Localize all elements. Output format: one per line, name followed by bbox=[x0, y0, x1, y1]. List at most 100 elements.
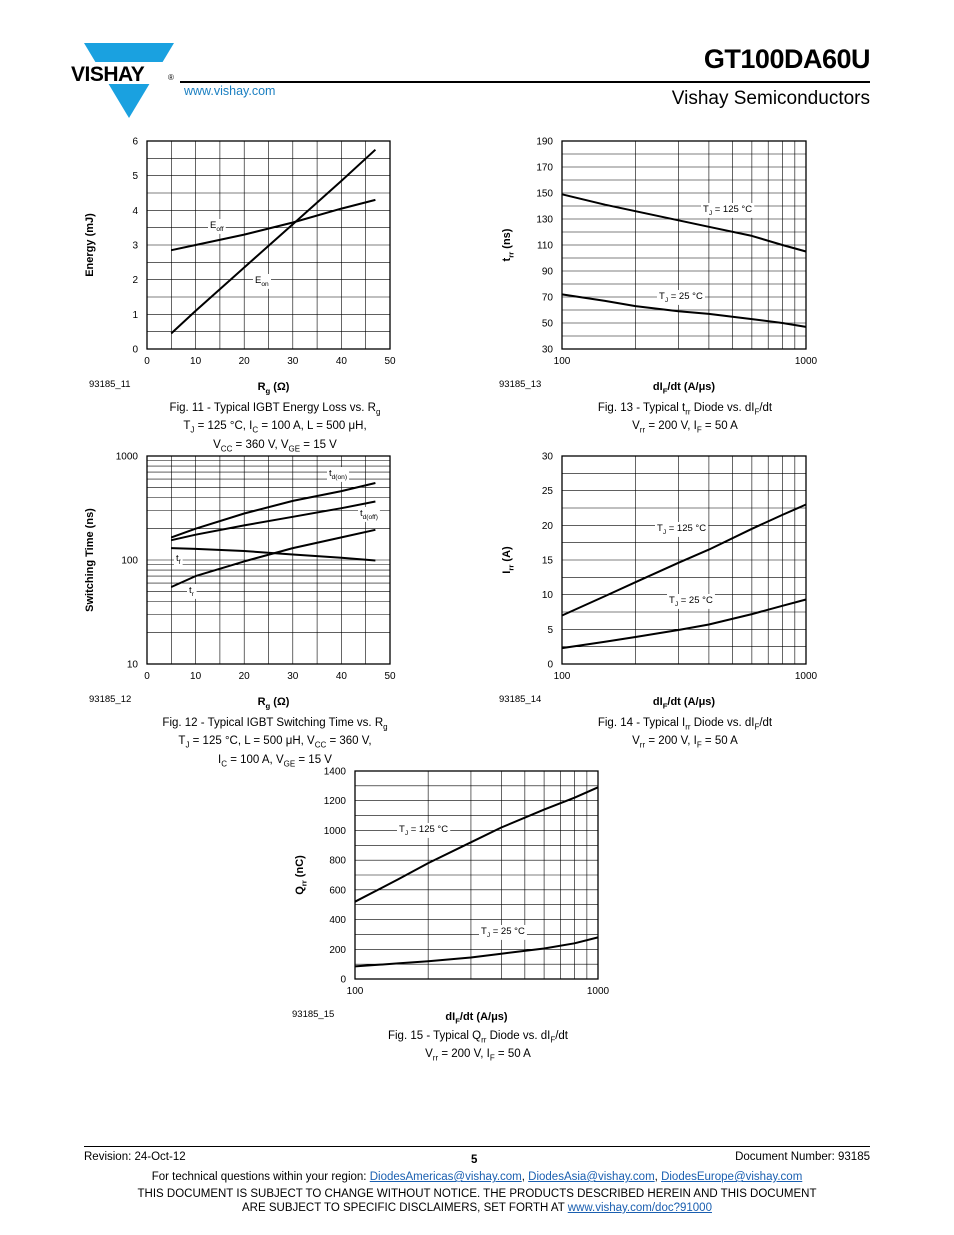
y-tick-label: 30 bbox=[542, 452, 554, 463]
email-europe-link[interactable]: DiodesEurope@vishay.com bbox=[661, 1171, 803, 1183]
caption-fig14-line2: Vrr = 200 V, IF = 50 A bbox=[632, 735, 738, 750]
caption-fig11-line3: VCC = 360 V, VGE = 15 V bbox=[213, 438, 337, 453]
series-label-0-fig14: TJ​ = 125 °C bbox=[657, 523, 706, 536]
y-tick-label: 2 bbox=[132, 275, 138, 286]
y-tick-label: 70 bbox=[542, 293, 554, 304]
y-tick-label: 3 bbox=[132, 241, 138, 252]
y-tick-label: 25 bbox=[542, 486, 554, 497]
chart-fig15: 100 1000 0 200 400 600 800 1000 1200 1400 dIF​/dt … bbox=[292, 767, 610, 1026]
series-label-0-fig12: td(on)​ bbox=[329, 468, 347, 481]
series-label-bg bbox=[701, 203, 755, 218]
y-tick-label: 50 bbox=[542, 319, 554, 330]
series-label-1-fig14: TJ​ = 25 °C bbox=[669, 595, 713, 608]
footer-contact: For technical questions within your regi… bbox=[151, 1171, 803, 1183]
y-axis-label: Irr​ (A) bbox=[501, 546, 515, 574]
x-tick-label: 30 bbox=[287, 356, 299, 367]
x-tick-label: 10 bbox=[190, 356, 202, 367]
x-tick-label: 20 bbox=[239, 356, 251, 367]
footer-disclaimer-prefix: ARE SUBJECT TO SPECIFIC DISCLAIMERS, SET… bbox=[242, 1202, 568, 1214]
caption-fig12: Fig. 12 - Typical IGBT Switching Time vs… bbox=[105, 716, 445, 771]
y-tick-label: 0 bbox=[132, 345, 138, 356]
plot-frame-fig14 bbox=[561, 455, 807, 665]
y-tick-label: 1200 bbox=[324, 796, 347, 807]
series-label-3-fig12: tr​ bbox=[189, 585, 195, 598]
x-tick-label: 40 bbox=[336, 671, 348, 682]
series-label-1-fig15: TJ​ = 25 °C bbox=[481, 926, 525, 939]
y-tick-label: 15 bbox=[542, 556, 554, 567]
vishay-logo: VISHAY ® bbox=[70, 38, 180, 125]
series-label-bg bbox=[327, 467, 350, 482]
x-axis-label: dIF​/dt (A/μs) bbox=[445, 1011, 507, 1025]
email-asia-link[interactable]: DiodesAsia@vishay.com bbox=[528, 1171, 655, 1183]
website-link[interactable]: www.vishay.com bbox=[184, 84, 276, 98]
x-tick-label: 0 bbox=[144, 356, 150, 367]
y-tick-label: 5 bbox=[547, 625, 553, 636]
footer-page-number: 5 bbox=[471, 1154, 478, 1166]
footer-disclaimer-line1: THIS DOCUMENT IS SUBJECT TO CHANGE WITHO… bbox=[137, 1188, 817, 1200]
plot-frame-fig11 bbox=[146, 140, 391, 350]
x-axis-label: dIF​/dt (A/μs) bbox=[653, 381, 715, 395]
y-axis-label: Qrr​ (nC) bbox=[294, 855, 308, 895]
logo-wordmark: VISHAY bbox=[71, 63, 145, 86]
caption-fig13-line1: Fig. 13 - Typical trr Diode vs. dIF/dt bbox=[597, 402, 773, 417]
figure-id-fig15: 93185_15 bbox=[292, 1009, 334, 1020]
caption-fig12-line1: Fig. 12 - Typical IGBT Switching Time vs… bbox=[162, 717, 388, 732]
y-tick-label: 1 bbox=[132, 310, 138, 321]
series-line-1-fig13 bbox=[561, 293, 807, 328]
plot-frame-fig12 bbox=[146, 455, 391, 665]
caption-fig14: Fig. 14 - Typical Irr Diode vs. dIF/dt V… bbox=[520, 716, 850, 753]
header-rule bbox=[180, 81, 870, 83]
y-tick-label: 1000 bbox=[116, 452, 139, 463]
chart-fig14: 100 1000 0 5 10 15 20 25 30 dIF​/dt (A/μs) Irr​ (A… bbox=[499, 452, 818, 711]
y-tick-label: 6 bbox=[132, 137, 138, 148]
caption-fig11-line1: Fig. 11 - Typical IGBT Energy Loss vs. R… bbox=[169, 402, 381, 417]
email-americas-link[interactable]: DiodesAmericas@vishay.com bbox=[369, 1171, 522, 1183]
series-label-1-fig13: TJ​ = 25 °C bbox=[659, 291, 703, 304]
series-line-3-fig12 bbox=[170, 528, 376, 588]
y-tick-label: 800 bbox=[329, 856, 346, 867]
y-tick-label: 10 bbox=[127, 660, 139, 671]
x-axis-label: dIF​/dt (A/μs) bbox=[653, 696, 715, 710]
footer-revision: Revision: 24-Oct-12 bbox=[84, 1151, 186, 1163]
caption-fig15-line1: Fig. 15 - Typical Qrr Diode vs. dIF/dt bbox=[387, 1030, 569, 1045]
y-tick-label: 110 bbox=[537, 241, 553, 252]
x-tick-label: 0 bbox=[144, 671, 150, 682]
series-label-bg bbox=[655, 522, 709, 537]
series-line-0-fig12 bbox=[170, 482, 376, 539]
x-tick-label: 1000 bbox=[587, 986, 610, 997]
y-tick-label: 1400 bbox=[324, 767, 347, 778]
x-axis-label: Rg​ (Ω) bbox=[258, 381, 290, 395]
x-tick-label: 20 bbox=[239, 671, 251, 682]
caption-fig13-line2: Vrr = 200 V, IF = 50 A bbox=[632, 420, 738, 435]
y-tick-label: 10 bbox=[542, 590, 554, 601]
company-subtitle: Vishay Semiconductors bbox=[671, 88, 870, 109]
disclaimer-link[interactable]: www.vishay.com/doc?91000 bbox=[567, 1202, 712, 1214]
plot-frame-fig15 bbox=[354, 770, 599, 980]
y-tick-label: 100 bbox=[121, 556, 138, 567]
y-tick-label: 200 bbox=[329, 945, 346, 956]
y-tick-label: 150 bbox=[536, 189, 553, 200]
caption-fig14-line1: Fig. 14 - Typical Irr Diode vs. dIF/dt bbox=[597, 717, 773, 732]
series-line-0-fig11 bbox=[171, 198, 376, 252]
series-label-0-fig15: TJ​ = 125 °C bbox=[399, 824, 448, 837]
series-label-bg bbox=[667, 594, 715, 609]
chart-fig13: 100 1000 30 50 70 90 110 130 150 170 190 dIF​/dt (A… bbox=[499, 137, 818, 396]
caption-fig11: Fig. 11 - Typical IGBT Energy Loss vs. R… bbox=[110, 401, 440, 456]
y-tick-label: 5 bbox=[132, 171, 138, 182]
y-tick-label: 20 bbox=[542, 521, 554, 532]
footer-contact-prefix: For technical questions within your regi… bbox=[151, 1171, 370, 1183]
logo-reg-mark: ® bbox=[168, 73, 174, 82]
series-label-bg bbox=[253, 274, 272, 289]
part-number-title: GT100DA60U bbox=[703, 44, 871, 74]
y-tick-label: 400 bbox=[329, 915, 346, 926]
grid-fig13 bbox=[562, 140, 806, 350]
caption-fig12-line2: TJ = 125 °C, L = 500 μH, VCC = 360 V, bbox=[178, 735, 372, 750]
y-tick-label: 90 bbox=[542, 267, 554, 278]
footer-disclaimer-line2: ARE SUBJECT TO SPECIFIC DISCLAIMERS, SET… bbox=[84, 1202, 870, 1214]
x-tick-label: 10 bbox=[190, 671, 202, 682]
x-tick-label: 50 bbox=[384, 356, 396, 367]
y-axis-label: trr​ (ns) bbox=[501, 228, 515, 261]
series-label-bg bbox=[657, 290, 705, 305]
series-label-0-fig11: Eoff​ bbox=[210, 220, 224, 233]
footer-document-number: Document Number: 93185 bbox=[735, 1151, 870, 1163]
